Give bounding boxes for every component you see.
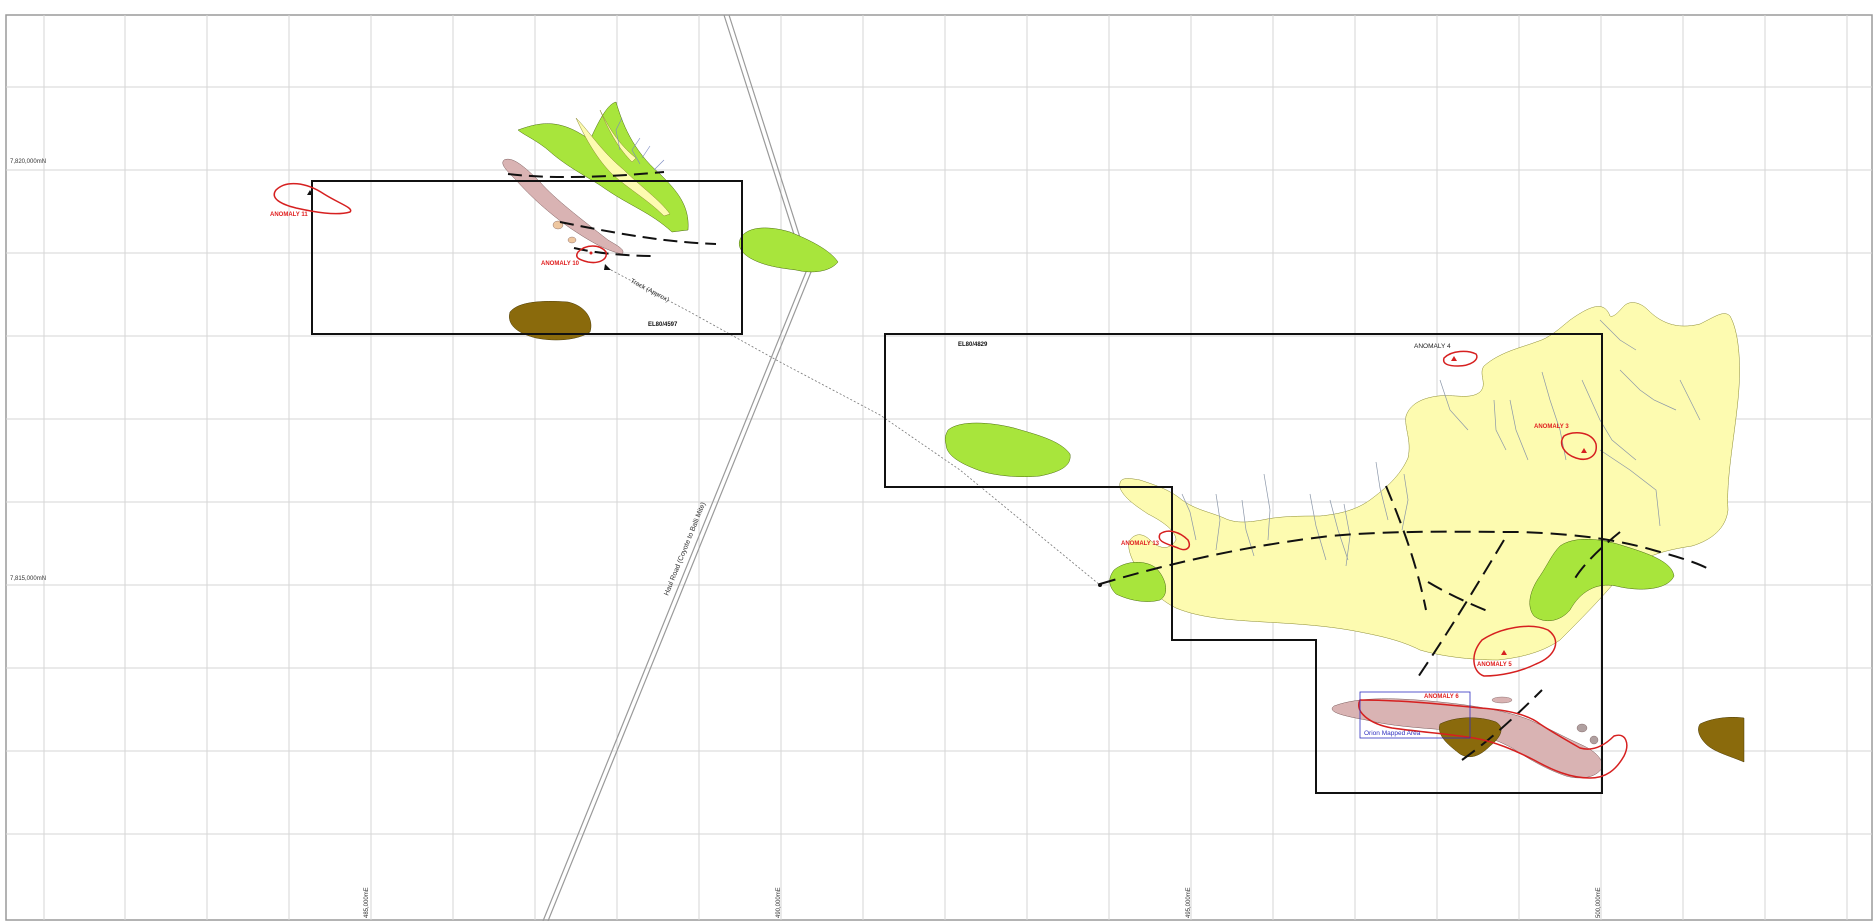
anomaly-10-label: ANOMALY 10: [541, 261, 580, 267]
drainage-nw: [615, 117, 665, 171]
anomaly-3-marker-icon: [1581, 448, 1587, 453]
green-unit-se-1: [944, 422, 1071, 477]
northing-label-7820000: 7,820,000mN: [10, 159, 46, 165]
anomaly-4-marker-icon: [1451, 356, 1457, 361]
anomaly-4-label: ANOMALY 4: [1414, 343, 1451, 350]
anomaly-13-label: ANOMALY 13: [1121, 541, 1160, 547]
green-blob-center: [739, 227, 839, 273]
anomaly-6-outline: [1358, 699, 1628, 779]
anomaly-13-outline: [1158, 530, 1190, 551]
anomaly-3-label: ANOMALY 3: [1534, 424, 1569, 430]
yellow-unit-nw: [575, 117, 671, 217]
track-arrow-icon: [604, 264, 611, 270]
anomaly-5-marker-icon: [1501, 650, 1507, 655]
anomaly-11-label: ANOMALY 11: [270, 212, 308, 218]
anomaly-10-point: [589, 251, 593, 255]
anomaly-11-marker-icon: [307, 190, 313, 195]
pink-blob-nw-2: [567, 236, 577, 244]
anomaly-4-outline: [1442, 350, 1478, 367]
anomaly-10-outline: [576, 245, 607, 264]
easting-label-490000: 490,000mE: [776, 887, 782, 918]
green-unit-se-2: [1109, 562, 1167, 602]
tenement-el80-4597: [311, 180, 743, 335]
northing-label-7815000: 7,815,000mN: [10, 576, 46, 582]
anomaly-3-outline: [1560, 431, 1597, 460]
easting-label-500000: 500,000mE: [1596, 887, 1602, 918]
tenement-el80-4829: [884, 333, 1603, 794]
easting-label-495000: 495,000mE: [1186, 887, 1192, 918]
pink-blob-se-3: [1491, 696, 1513, 704]
brown-unit-east: [1698, 717, 1745, 763]
tenement-label-el80-4597: EL80/4597: [648, 322, 678, 328]
drainage-se: [1181, 319, 1701, 567]
pink-blob-se-1: [1576, 723, 1588, 733]
anomaly-6-label: ANOMALY 6: [1424, 694, 1459, 700]
track-line: [610, 269, 1101, 586]
pink-blob-se-2: [1589, 735, 1599, 745]
pink-unit-se: [1331, 698, 1603, 779]
tenement-label-el80-4829: EL80/4829: [958, 342, 988, 348]
anomaly-5-label: ANOMALY 5: [1477, 662, 1512, 668]
yellow-unit-nw-2: [599, 109, 637, 163]
easting-label-485000: 485,000mE: [364, 887, 370, 918]
anomaly-11-outline: [273, 182, 352, 215]
orion-mapped-area-label: Orion Mapped Area: [1364, 730, 1421, 737]
anomaly-5-outline: [1473, 625, 1557, 677]
faults-se: [1099, 485, 1713, 761]
orion-mapped-area-box: [1359, 691, 1471, 739]
